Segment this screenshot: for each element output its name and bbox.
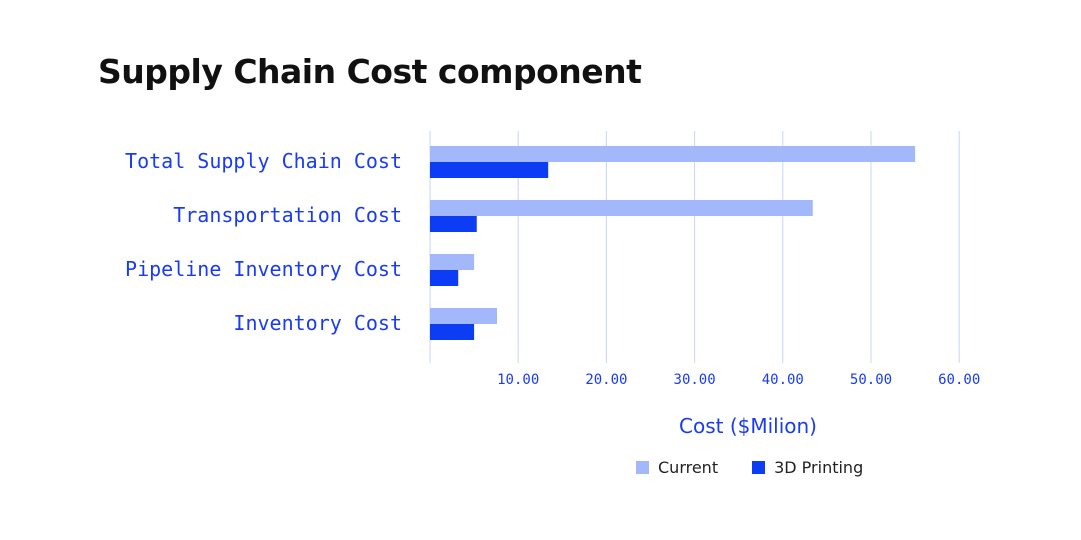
legend-swatch-current <box>636 461 649 474</box>
category-label: Inventory Cost <box>233 311 402 335</box>
x-tick-label: 50.00 <box>850 372 892 388</box>
bar-3d-printing <box>430 216 477 232</box>
chart-title: Supply Chain Cost component <box>98 52 642 91</box>
bar-3d-printing <box>430 162 549 178</box>
legend-item-3d-printing: 3D Printing <box>752 458 863 477</box>
x-tick-label: 20.00 <box>585 372 627 388</box>
x-tick-label: 10.00 <box>497 372 539 388</box>
category-label: Total Supply Chain Cost <box>125 149 402 173</box>
chart-legend: Current 3D Printing <box>636 458 897 477</box>
bar-current <box>430 308 498 324</box>
legend-item-current: Current <box>636 458 718 477</box>
bar-current <box>430 146 916 162</box>
x-axis-label: Cost ($Milion) <box>679 414 817 438</box>
x-tick-label: 40.00 <box>762 372 804 388</box>
x-tick-label: 30.00 <box>674 372 716 388</box>
legend-label-current: Current <box>658 458 719 477</box>
bar-3d-printing <box>430 324 475 340</box>
legend-label-3d-printing: 3D Printing <box>774 458 864 477</box>
bar-3d-printing <box>430 270 459 286</box>
category-label: Transportation Cost <box>173 203 402 227</box>
legend-swatch-3d-printing <box>752 461 766 474</box>
category-label: Pipeline Inventory Cost <box>125 257 402 281</box>
bar-current <box>430 200 813 216</box>
bar-current <box>430 254 475 270</box>
x-tick-label: 60.00 <box>938 372 980 388</box>
